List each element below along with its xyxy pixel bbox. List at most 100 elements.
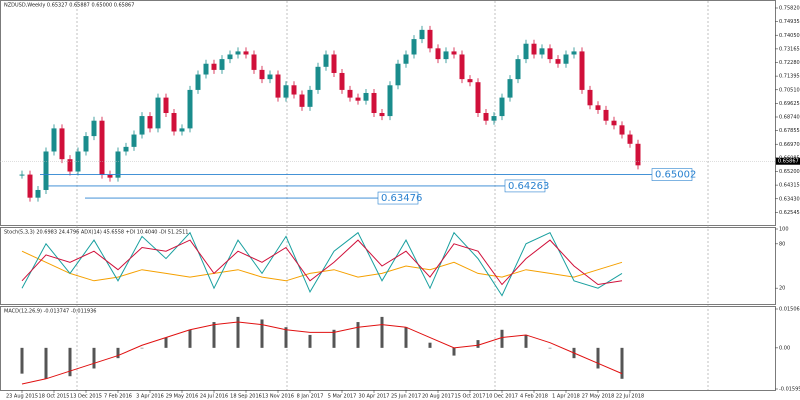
macd-bar <box>548 347 552 349</box>
x-tick-label: 1 Apr 2018 <box>552 394 580 400</box>
candle-body <box>427 29 433 49</box>
candle-body <box>467 79 473 83</box>
macd-bar <box>308 334 312 348</box>
macd-bar <box>452 347 456 356</box>
chart-header: NZDUSD,Weekly 0.65327 0.65887 0.65000 0.… <box>4 3 134 9</box>
macd-bar <box>404 327 408 348</box>
x-tick-label: 5 Mar 2017 <box>328 394 357 400</box>
candle-body <box>579 51 585 90</box>
candle-body <box>507 79 513 98</box>
x-tick-label: 20 Aug 2017 <box>422 394 454 400</box>
candle-body <box>235 51 241 55</box>
candle-body <box>571 51 577 55</box>
stoch-frame <box>0 227 776 305</box>
y-tick-label: 0.00 <box>779 345 790 351</box>
candle-body <box>371 92 377 113</box>
y-tick-label: 0.74050 <box>779 33 800 39</box>
candle-body <box>547 48 553 60</box>
macd-bar <box>620 347 624 379</box>
candle-body <box>379 112 385 117</box>
candle-body <box>259 69 265 80</box>
macd-bar <box>188 329 192 348</box>
candle-body <box>195 74 201 90</box>
macd-bar <box>428 342 432 348</box>
level-label: 0.65002 <box>655 170 696 181</box>
candle-body <box>459 54 465 80</box>
candle-body <box>67 159 73 172</box>
candle-body <box>123 146 129 152</box>
candle-body <box>323 54 329 67</box>
candle-body <box>227 54 233 60</box>
candle-body <box>291 85 297 95</box>
x-tick-label: 10 Dec 2017 <box>486 394 518 400</box>
candle-body <box>627 134 633 144</box>
macd-frame <box>0 306 776 391</box>
macd-bar <box>212 322 216 348</box>
level-label-box <box>377 191 419 205</box>
candle-body <box>267 74 273 80</box>
candle-body <box>595 105 601 110</box>
y-tick-label: 0.68740 <box>779 115 800 121</box>
y-tick-label: -0.015955 <box>779 387 800 393</box>
x-tick-label: 18 Sep 2016 <box>230 394 262 400</box>
y-tick-label: 0.72280 <box>779 60 800 66</box>
macd-bar <box>20 347 24 374</box>
candle-body <box>107 174 113 178</box>
candle-body <box>171 112 177 132</box>
x-tick-label: 4 Feb 2018 <box>520 394 548 400</box>
macd-bar <box>68 347 72 377</box>
y-tick-label: 0.015061 <box>779 307 800 313</box>
candle-body <box>35 189 41 198</box>
macd-bar <box>476 340 480 348</box>
candle-body <box>155 97 161 129</box>
x-tick-label: 25 Jun 2017 <box>391 394 421 400</box>
candle-body <box>363 92 369 101</box>
y-tick-label: 0.71395 <box>779 74 800 80</box>
stoch-header: Stoch(5,3,3) 20.6983 24.4796 ADX(14) 45.… <box>4 230 188 236</box>
macd-bar <box>380 316 384 348</box>
x-tick-label: 29 May 2016 <box>166 394 199 400</box>
candle-body <box>355 97 361 101</box>
macd-bar <box>92 347 96 369</box>
x-tick-label: 13 Dec 2015 <box>70 394 102 400</box>
candle-body <box>211 63 217 70</box>
current-price-label: 0.65867 <box>778 159 799 165</box>
x-tick-label: 15 Oct 2017 <box>455 394 486 400</box>
y-tick-label: 0.69625 <box>779 101 800 107</box>
candle-body <box>555 59 561 64</box>
candle-body <box>475 82 481 113</box>
macd-bar <box>284 327 288 348</box>
x-tick-label: 7 Feb 2016 <box>104 394 132 400</box>
macd-bar <box>500 329 504 348</box>
candle-body <box>603 109 609 121</box>
candle-body <box>339 72 345 90</box>
candle-body <box>275 74 281 98</box>
x-tick-label: 27 May 2018 <box>582 394 615 400</box>
candle-body <box>43 151 49 190</box>
candle-body <box>483 112 489 121</box>
x-tick-label: 13 Nov 2016 <box>262 394 294 400</box>
candle-body <box>307 89 313 107</box>
candle-body <box>347 89 353 98</box>
candle-body <box>83 136 89 152</box>
x-tick-label: 18 Oct 2015 <box>39 394 70 400</box>
x-tick-label: 3 Apr 2016 <box>136 394 164 400</box>
candle-body <box>179 128 185 132</box>
candle-body <box>403 54 409 64</box>
macd-bar <box>140 347 144 349</box>
macd-bar <box>356 322 360 348</box>
macd-bar <box>524 334 528 348</box>
level-label-box <box>504 179 546 193</box>
y-tick-label: 0.67855 <box>779 128 800 134</box>
candle-body <box>163 97 169 113</box>
candle-body <box>115 151 121 178</box>
y-tick-label: 0.64315 <box>779 183 800 189</box>
candle-body <box>91 120 97 137</box>
y-tick-label: 0.63430 <box>779 196 800 202</box>
candle-body <box>27 174 33 198</box>
y-tick-label: 0.75820 <box>779 6 800 12</box>
candle-body <box>315 66 321 90</box>
macd-signal-line <box>21 321 623 385</box>
x-tick-label: 23 Aug 2015 <box>6 394 38 400</box>
current-price-box <box>776 157 800 165</box>
